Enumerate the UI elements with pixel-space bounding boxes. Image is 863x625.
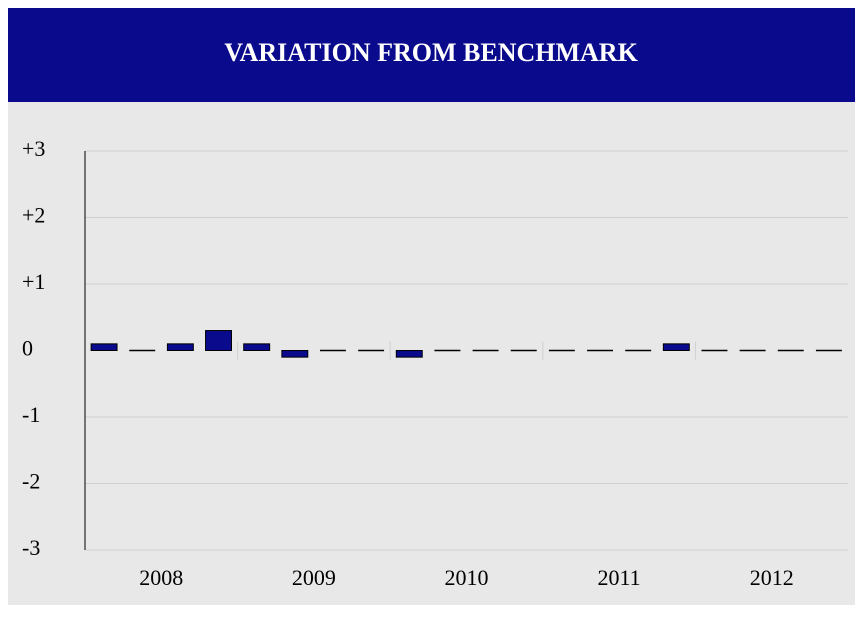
bar: [777, 349, 804, 352]
y-tick-label: -3: [22, 535, 40, 560]
bar: [395, 350, 423, 358]
bar: [320, 349, 346, 352]
bar: [548, 349, 575, 352]
y-tick-label: 0: [22, 336, 33, 361]
bar: [166, 343, 194, 352]
y-tick-label: +1: [22, 269, 45, 294]
bar: [90, 343, 118, 352]
bar: [815, 349, 842, 352]
bar: [281, 350, 309, 358]
bar: [701, 349, 728, 352]
y-tick-label: +3: [22, 136, 45, 161]
bar: [434, 349, 461, 352]
x-tick-label: 2011: [598, 565, 641, 590]
title-bar: [8, 8, 855, 102]
y-tick-label: -2: [22, 469, 40, 494]
bar: [662, 343, 690, 352]
x-tick-label: 2008: [139, 565, 183, 590]
chart-title: VARIATION FROM BENCHMARK: [224, 38, 638, 67]
x-tick-label: 2012: [750, 565, 794, 590]
chart-background: [8, 102, 855, 605]
bar: [625, 349, 652, 352]
x-tick-label: 2009: [292, 565, 336, 590]
bar: [243, 343, 271, 352]
bar: [587, 349, 613, 352]
bar: [739, 349, 766, 352]
y-tick-label: -1: [22, 402, 40, 427]
bar: [129, 349, 156, 352]
x-tick-label: 2010: [445, 565, 489, 590]
bar: [358, 349, 385, 352]
bar: [205, 330, 232, 351]
y-tick-label: +2: [22, 203, 45, 228]
bar: [472, 349, 499, 352]
bar: [510, 349, 537, 352]
